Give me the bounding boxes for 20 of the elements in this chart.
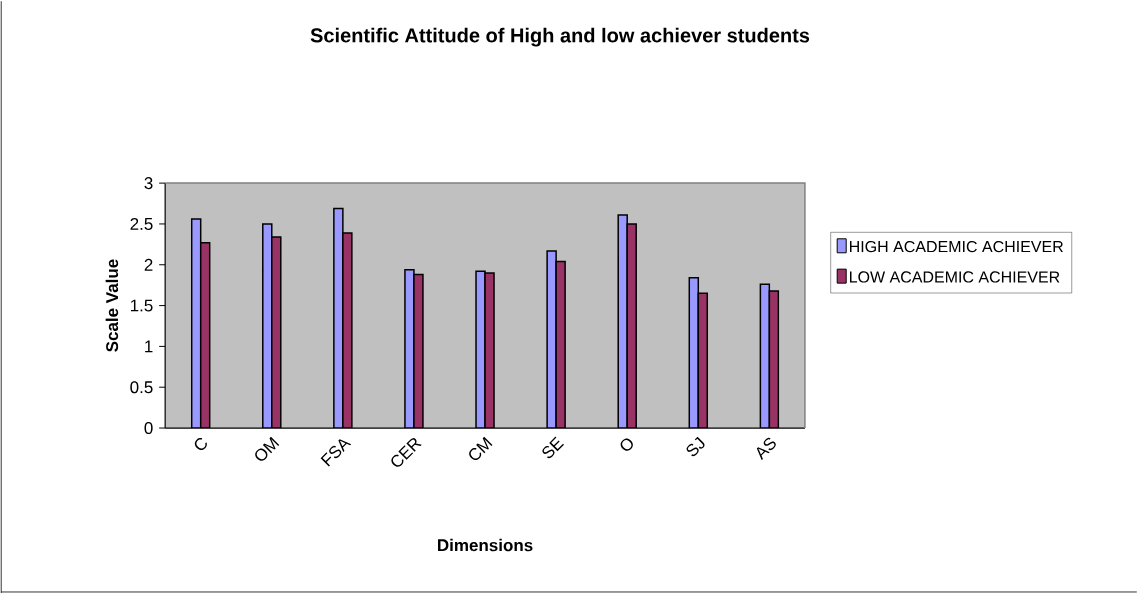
- x-axis-title: Dimensions: [438, 538, 533, 552]
- y-tick-label: 1.5: [130, 299, 153, 312]
- y-axis-title: Scale Value: [105, 259, 119, 352]
- legend-label: LOW ACADEMIC ACHIEVER: [850, 271, 1060, 283]
- chart-title: Scientific Attitude of High and low achiever students: [310, 27, 810, 47]
- x-tick-label: C: [194, 437, 207, 450]
- y-tick-label: 3: [144, 176, 153, 189]
- y-tick-label: 2.5: [130, 217, 153, 230]
- y-tick-label: 0.5: [130, 381, 153, 394]
- y-tick-label: 1: [145, 340, 153, 353]
- x-tick-label: O: [620, 438, 633, 451]
- y-tick-label: 2: [144, 258, 153, 271]
- x-tick-label: AS: [756, 437, 776, 460]
- y-tick-label: 0: [144, 421, 153, 434]
- legend-label: HIGH ACADEMIC ACHIEVER: [850, 240, 1063, 253]
- x-tick-label: SJ: [686, 436, 705, 456]
- x-tick-label: OM: [255, 436, 280, 461]
- x-tick-label: FSA: [320, 439, 352, 467]
- x-tick-label: SE: [542, 436, 564, 458]
- x-tick-label: CM: [469, 436, 493, 460]
